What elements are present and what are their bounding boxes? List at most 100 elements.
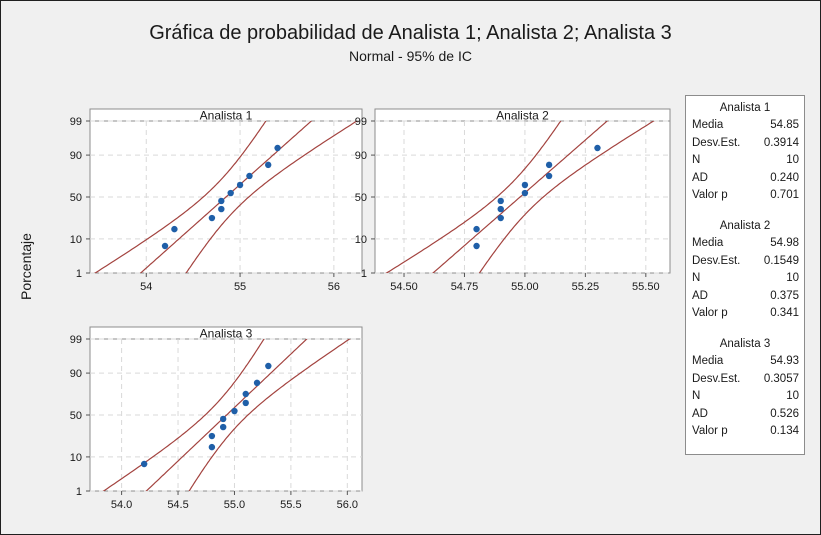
legend-value: 0.526 [770, 407, 799, 420]
data-point [521, 181, 529, 189]
legend-row-desv-est: Desv.Est. 0.1549 [686, 253, 804, 271]
y-tick-label: 10 [355, 234, 367, 246]
panel-title: Analista 1 [200, 109, 253, 123]
legend-value: 0.701 [770, 189, 799, 201]
legend-group-analista-2: Analista 2 Media 54.98 Desv.Est. 0.1549 N 1… [686, 218, 804, 323]
y-tick-label: 10 [70, 452, 82, 464]
y-tick-label: 1 [76, 486, 82, 498]
data-point [265, 161, 272, 169]
x-tick-label: 56 [328, 281, 340, 293]
legend-key: Valor p [692, 307, 728, 319]
y-tick-label: 90 [70, 150, 82, 162]
fit-line [145, 339, 308, 491]
legend-value: 0.375 [770, 289, 799, 302]
legend-key: AD [692, 407, 708, 420]
data-point [545, 161, 553, 169]
data-point [265, 362, 272, 370]
fit-line [432, 121, 609, 273]
fit-line [139, 121, 313, 273]
legend-group-analista-3: Analista 3 Media 54.93 Desv.Est. 0.3057 N 1… [686, 336, 804, 441]
x-tick-label: 55.50 [632, 281, 660, 293]
x-tick-label: 55.5 [280, 499, 301, 511]
y-tick-label: 10 [70, 234, 82, 246]
legend-row-valor-p: Valor p 0.134 [686, 423, 804, 441]
legend-row-desv-est: Desv.Est. 0.3057 [686, 371, 804, 389]
data-point [218, 197, 225, 205]
y-tick-label: 99 [70, 334, 82, 346]
x-tick-label: 55 [234, 281, 246, 293]
y-tick-label: 99 [355, 116, 367, 128]
data-point [231, 407, 238, 415]
legend-value: 10 [786, 272, 799, 284]
statistics-legend: Analista 1 Media 54.85 Desv.Est. 0.3914 N 1… [685, 95, 805, 455]
legend-key: Valor p [692, 425, 728, 437]
chart-subtitle: Normal - 95% de IC [349, 48, 472, 64]
legend-row-ad: AD 0.526 [686, 406, 804, 424]
data-point [253, 379, 261, 387]
data-point [497, 214, 504, 222]
x-tick-label: 54.75 [451, 281, 479, 293]
legend-value: 0.134 [770, 425, 799, 437]
legend-row-media: Media 54.93 [686, 353, 804, 371]
legend-row-desv-est: Desv.Est. 0.3914 [686, 135, 804, 153]
legend-group-title: Analista 2 [719, 220, 771, 232]
data-point [242, 399, 249, 407]
data-point [218, 205, 225, 213]
data-point [171, 225, 178, 233]
y-tick-label: 50 [70, 192, 82, 204]
legend-row-n: N 10 [686, 270, 804, 288]
panel-title: Analista 3 [200, 327, 253, 341]
legend-row-media: Media 54.98 [686, 235, 804, 253]
data-point [473, 242, 480, 250]
legend-value: 10 [786, 390, 799, 402]
data-point [208, 443, 216, 451]
legend-row-ad: AD 0.375 [686, 288, 804, 306]
legend-key: N [692, 272, 701, 284]
data-point [497, 205, 504, 213]
legend-value: 0.3057 [763, 372, 799, 385]
data-point [242, 390, 249, 398]
legend-value: 0.3914 [763, 136, 799, 149]
legend-row-media: Media 54.85 [686, 117, 804, 135]
x-tick-label: 54.0 [111, 499, 132, 511]
y-tick-label: 99 [70, 116, 82, 128]
y-tick-label: 50 [355, 192, 367, 204]
x-tick-label: 56.0 [337, 499, 358, 511]
legend-key: Desv.Est. [692, 254, 741, 267]
legend-value: 54.93 [770, 355, 799, 367]
y-tick-label: 1 [361, 268, 367, 280]
x-tick-label: 55.0 [224, 499, 245, 511]
ci-upper-band [102, 339, 265, 491]
data-point [208, 432, 216, 440]
data-point [497, 197, 504, 205]
data-point [227, 189, 234, 197]
legend-value: 10 [786, 154, 799, 166]
legend-key: Media [692, 237, 724, 249]
legend-value: 54.98 [770, 237, 799, 249]
panel-title: Analista 2 [496, 109, 549, 123]
x-tick-label: 54 [140, 281, 152, 293]
y-tick-label: 50 [70, 410, 82, 422]
data-point [140, 460, 148, 468]
legend-key: N [692, 390, 701, 402]
data-point [219, 415, 227, 423]
data-point [545, 172, 553, 180]
legend-value: 0.1549 [763, 254, 799, 267]
legend-group-title: Analista 3 [719, 338, 771, 350]
y-tick-label: 90 [70, 368, 82, 380]
chart-title: Gráfica de probabilidad de Analista 1; A… [149, 22, 672, 44]
legend-group-analista-1: Analista 1 Media 54.85 Desv.Est. 0.3914 N 1… [686, 100, 804, 205]
legend-row-ad: AD 0.240 [686, 170, 804, 188]
legend-key: Desv.Est. [692, 372, 741, 385]
y-tick-label: 1 [76, 268, 82, 280]
legend-key: N [692, 154, 701, 166]
data-point [208, 214, 216, 222]
legend-key: AD [692, 289, 708, 302]
ci-upper-band [385, 121, 562, 273]
x-tick-label: 55.25 [572, 281, 600, 293]
x-tick-label: 55.00 [511, 281, 539, 293]
data-point [521, 189, 529, 197]
data-point [236, 181, 244, 189]
legend-group-title: Analista 1 [719, 102, 771, 114]
